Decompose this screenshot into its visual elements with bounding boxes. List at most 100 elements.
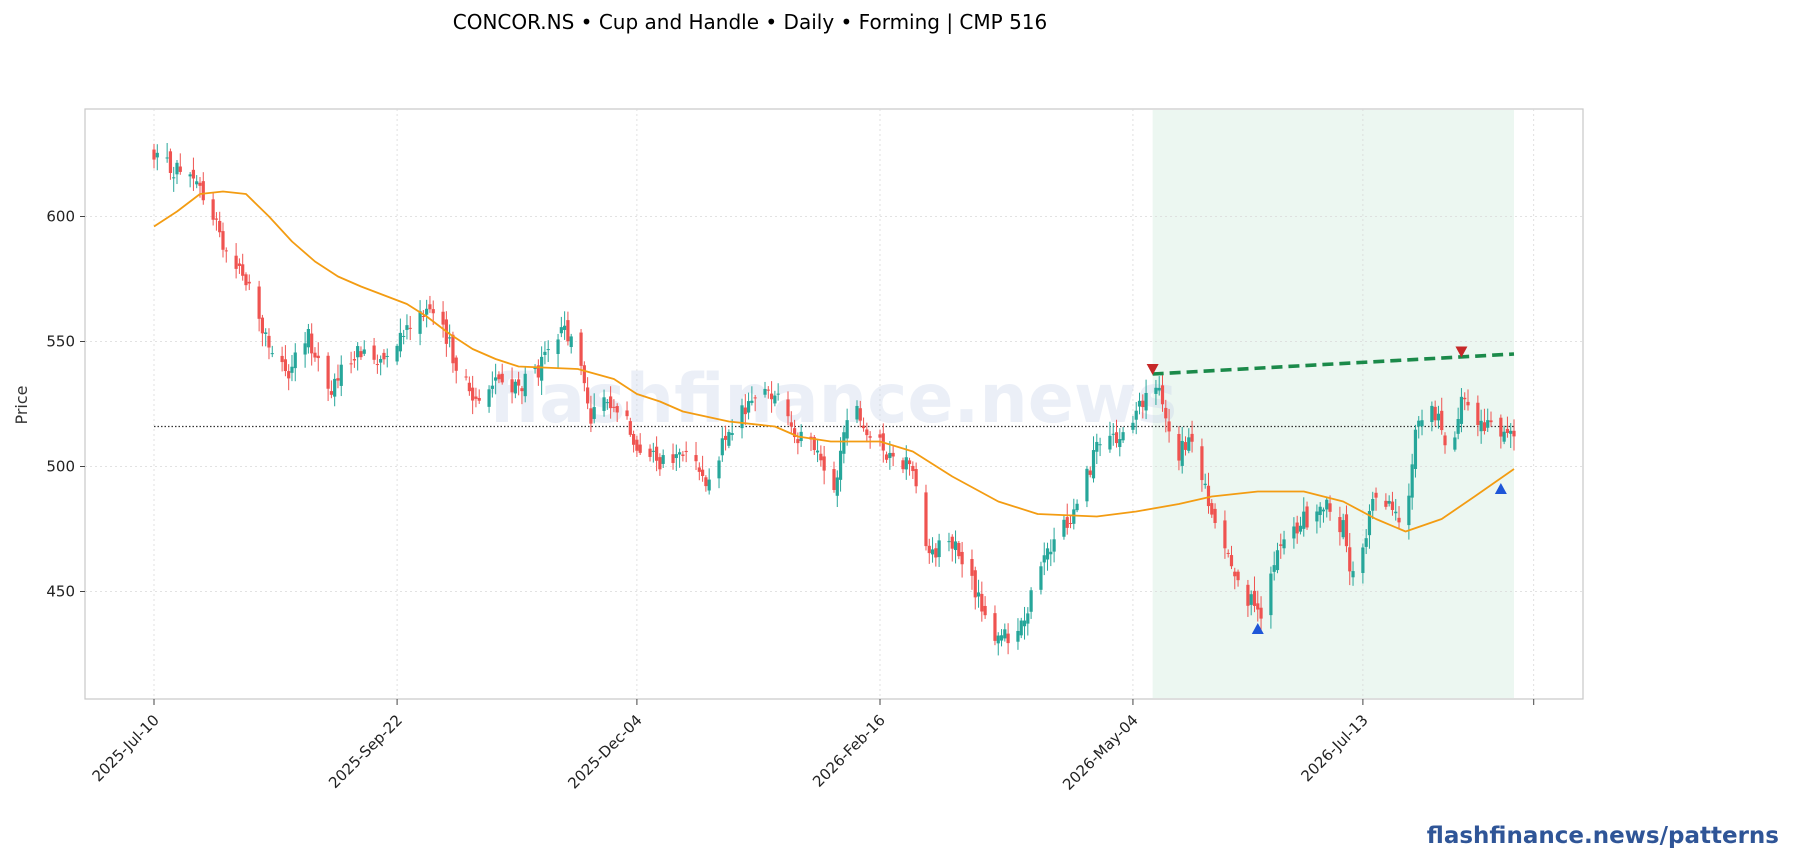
candle-body	[589, 408, 593, 424]
candle-body	[934, 548, 938, 558]
candle-body	[1118, 439, 1122, 447]
candle-body	[264, 332, 268, 334]
candle-body	[723, 435, 728, 440]
candle-body	[628, 421, 632, 435]
candle-body	[221, 231, 225, 250]
candle-body	[999, 635, 1004, 641]
candle-body	[490, 385, 494, 389]
candle-body	[1190, 433, 1194, 442]
candle-body	[1512, 430, 1516, 437]
candle-body	[789, 422, 793, 427]
candle-body	[1006, 633, 1010, 644]
candle-body	[1482, 422, 1487, 431]
candle-body	[1305, 506, 1309, 528]
candle-body	[888, 452, 892, 459]
candle-body	[1062, 519, 1066, 537]
candle-body	[385, 355, 389, 357]
candle-body	[1443, 435, 1447, 446]
candle-body	[336, 378, 340, 381]
candle-body	[188, 174, 192, 177]
candle-body	[1226, 552, 1230, 554]
candle-body	[494, 377, 498, 381]
candle-body	[750, 400, 754, 403]
candle-body	[930, 549, 935, 555]
candle-body	[884, 454, 889, 460]
candle-body	[838, 450, 843, 480]
candle-body	[1098, 444, 1102, 446]
pattern-zone-layer	[1152, 110, 1514, 698]
brand-link[interactable]: flashfinance.news/patterns	[1427, 823, 1779, 849]
candle-body	[973, 570, 977, 598]
candle-body	[168, 151, 173, 173]
candle-body	[569, 336, 573, 348]
markers-layer	[1146, 346, 1507, 634]
candle-body	[592, 407, 596, 419]
candle-body	[1459, 396, 1464, 424]
candle-body	[1430, 405, 1434, 423]
candle-body	[1042, 555, 1046, 563]
candle-body	[1292, 526, 1296, 539]
candle-body	[1463, 397, 1467, 400]
candle-body	[911, 465, 915, 472]
candle-body	[293, 352, 297, 369]
candle-body	[1249, 594, 1253, 605]
candle-body	[1390, 501, 1395, 510]
candle-body	[1141, 400, 1145, 408]
candle-body	[1407, 495, 1411, 526]
candle-body	[316, 355, 320, 359]
candle-body	[648, 448, 652, 457]
candle-body	[953, 541, 958, 551]
candle-body	[1440, 410, 1444, 431]
candle-body	[812, 437, 816, 451]
candle-body	[1413, 429, 1418, 469]
candle-body	[559, 327, 563, 334]
x-tick-label: 2026-May-04	[1059, 711, 1142, 794]
candle-body	[244, 274, 248, 286]
candle-body	[819, 453, 823, 461]
candle-body	[776, 393, 780, 395]
candle-body	[1180, 440, 1184, 466]
candle-body	[1108, 435, 1112, 450]
candle-body	[1252, 590, 1257, 606]
candle-body	[306, 329, 310, 348]
candle-body	[1144, 392, 1148, 411]
candle-body	[165, 157, 169, 159]
candle-body	[786, 399, 790, 417]
candle-body	[464, 376, 468, 378]
grid-layer	[85, 109, 1583, 699]
candle-body	[970, 559, 974, 576]
candle-body	[1088, 470, 1092, 475]
candle-body	[546, 349, 550, 351]
candle-body	[1026, 613, 1030, 624]
candle-body	[865, 429, 869, 436]
candle-body	[769, 393, 774, 400]
candle-body	[257, 286, 261, 319]
candle-body	[1338, 517, 1342, 533]
candle-body	[1137, 400, 1142, 407]
candle-body	[1509, 430, 1513, 434]
candle-body	[333, 378, 337, 397]
candle-body	[1387, 500, 1391, 504]
candle-body	[612, 406, 616, 408]
candle-body	[602, 397, 606, 411]
candle-body	[615, 406, 619, 413]
candle-body	[1453, 437, 1457, 450]
candle-body	[868, 436, 872, 438]
candle-body	[947, 541, 951, 543]
candle-body	[237, 263, 242, 266]
candle-body	[1229, 555, 1234, 567]
moving-average-line	[153, 190, 1515, 533]
candle-body	[1384, 500, 1388, 507]
candle-body	[349, 363, 353, 365]
candle-body	[700, 469, 705, 476]
candle-body	[655, 446, 659, 461]
candle-body	[497, 374, 501, 380]
candle-body	[651, 450, 655, 452]
candle-body	[1072, 509, 1076, 524]
candle-body	[402, 335, 406, 337]
candle-body	[822, 456, 826, 471]
candle-body	[878, 434, 882, 438]
candle-body	[1476, 402, 1480, 426]
candle-body	[1134, 410, 1138, 420]
y-tick-label: 600	[46, 208, 75, 226]
